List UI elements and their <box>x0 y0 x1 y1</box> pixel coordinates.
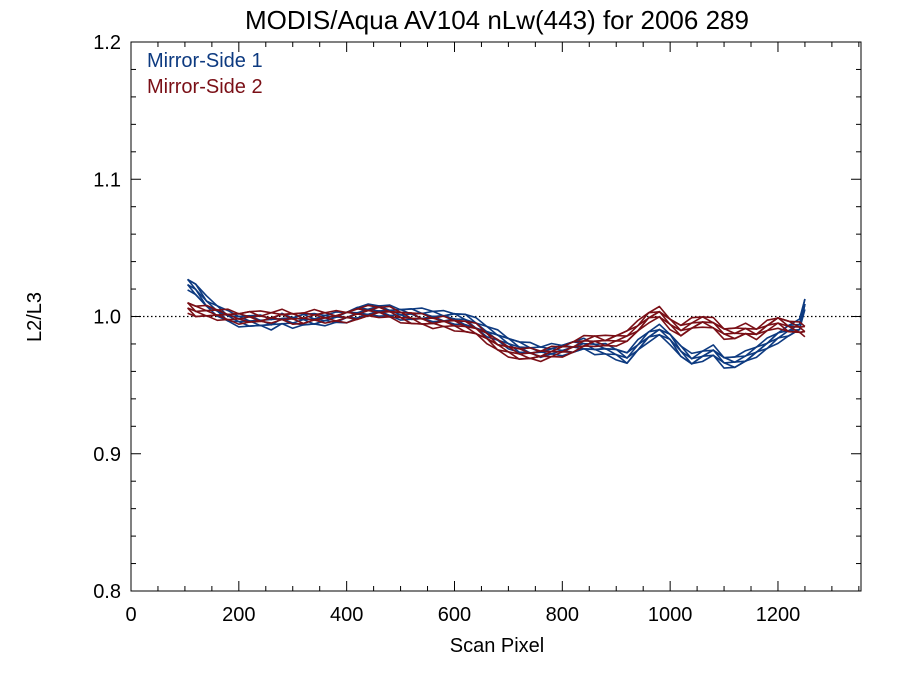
legend: Mirror-Side 1 Mirror-Side 2 <box>147 50 263 98</box>
series-line-2 <box>187 307 806 360</box>
series-line-1 <box>187 278 806 359</box>
y-tick-label: 1.0 <box>93 307 121 329</box>
x-tick-label: 200 <box>222 604 255 626</box>
legend-entry: Mirror-Side 1 <box>147 50 263 72</box>
series-line-1 <box>186 284 806 369</box>
x-tick-label: 1200 <box>756 604 801 626</box>
y-tick-label: 1.1 <box>93 169 121 191</box>
x-tick-label: 400 <box>330 604 363 626</box>
series-line-2 <box>187 302 806 352</box>
x-tick-label: 800 <box>546 604 579 626</box>
chart-title: MODIS/Aqua AV104 nLw(443) for 2006 289 <box>245 5 749 35</box>
plot-area: 0 200 400 600 800 1000 1200 0.8 0.9 1.0 1.1 1.2 <box>93 32 862 626</box>
series-line-2 <box>187 312 806 363</box>
y-tick-label: 0.9 <box>93 444 121 466</box>
x-tick-label: 600 <box>438 604 471 626</box>
y-axis-label: L2/L3 <box>24 292 46 342</box>
x-tick-label: 1000 <box>648 604 693 626</box>
x-axis-label: Scan Pixel <box>450 635 545 657</box>
legend-entry: Mirror-Side 2 <box>147 76 263 98</box>
y-tick-label: 1.2 <box>93 32 121 54</box>
y-tick-label: 0.8 <box>93 581 121 603</box>
x-tick-label: 0 <box>125 604 136 626</box>
series-line-2 <box>187 302 806 355</box>
